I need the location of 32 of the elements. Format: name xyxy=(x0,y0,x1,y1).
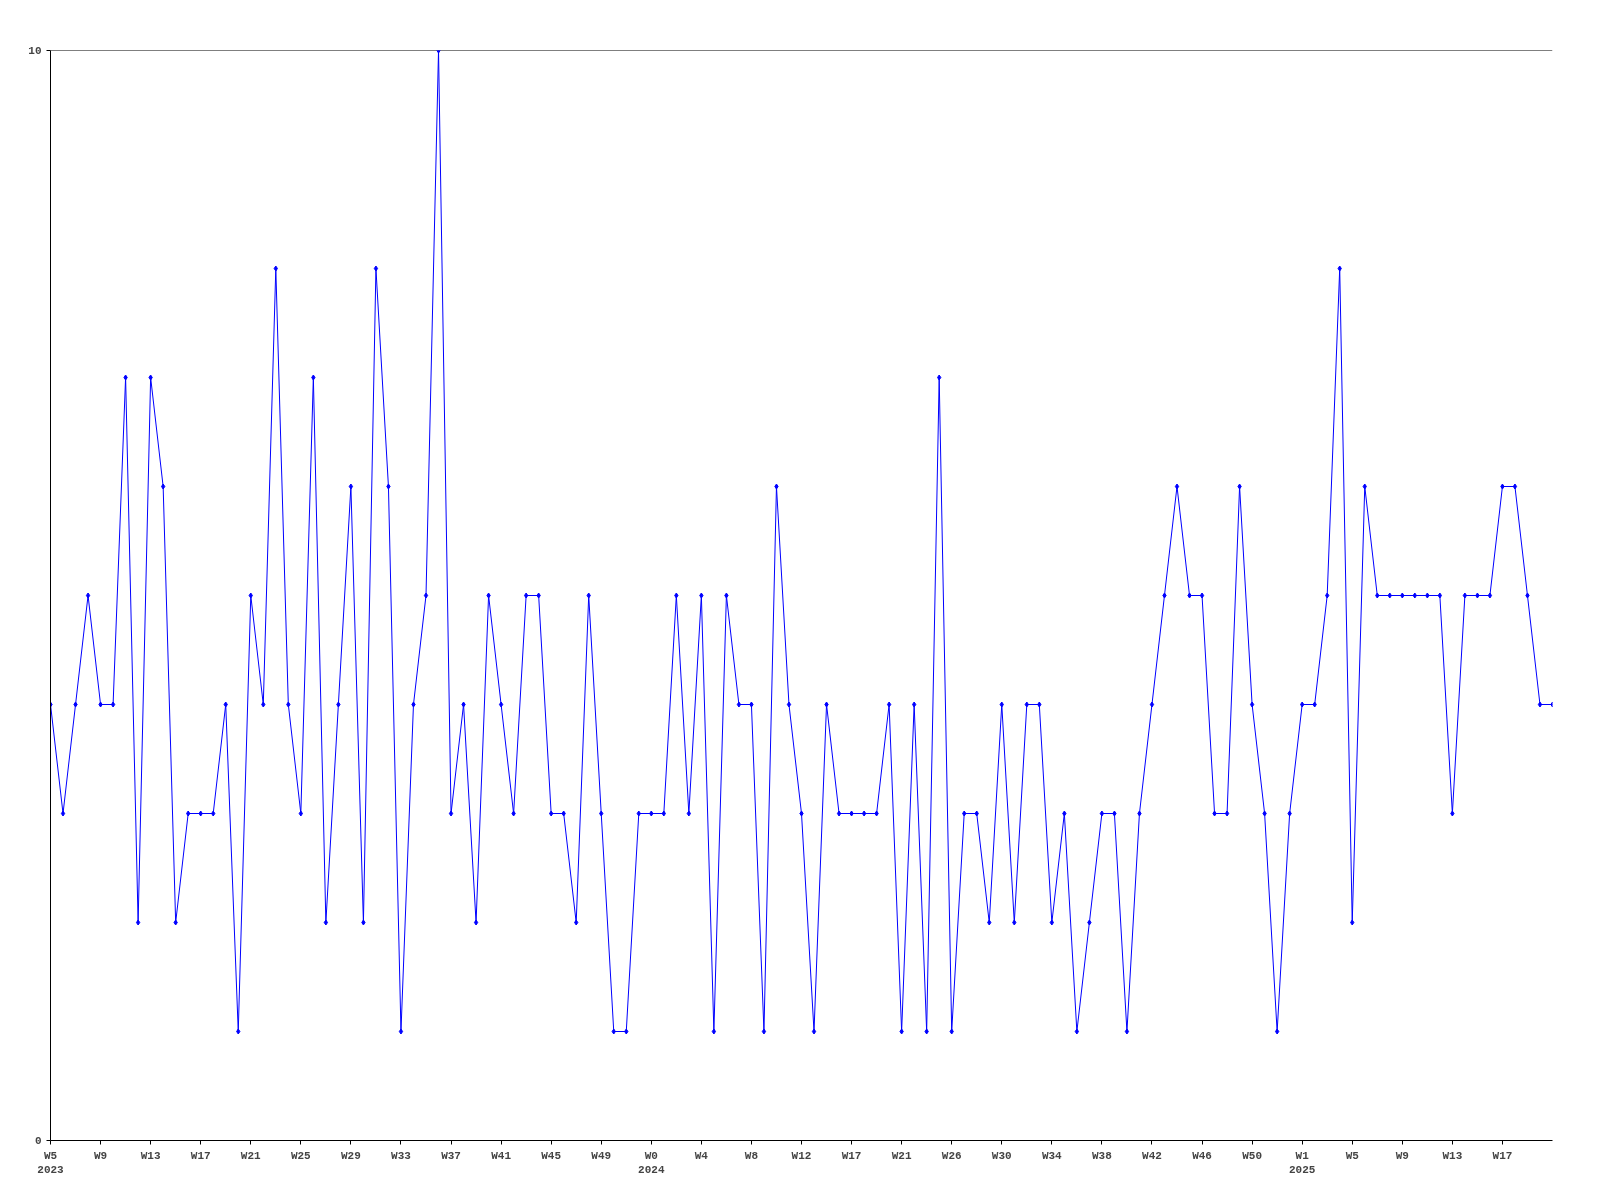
x-tick-label: W1 2025 xyxy=(1288,1149,1316,1176)
x-tick-label: W0 2024 xyxy=(638,1149,665,1176)
x-tick-label: W12 xyxy=(791,1149,812,1162)
x-tick-label: W41 xyxy=(491,1149,512,1162)
x-tick-label: W25 xyxy=(290,1149,312,1162)
x-tick-label: W17 xyxy=(190,1149,211,1162)
x-tick-label: W45 xyxy=(541,1149,562,1162)
x-tick-label: W17 xyxy=(1492,1149,1513,1162)
x-tick-label: W5 2023 xyxy=(37,1149,65,1176)
x-tick-label: W4 xyxy=(694,1149,709,1162)
x-tick-label: W17 xyxy=(841,1149,862,1162)
y-tick-label: 0 xyxy=(34,1135,42,1147)
x-tick-label: W38 xyxy=(1092,1149,1113,1162)
x-tick-label: W26 xyxy=(941,1149,962,1162)
x-tick-label: W21 xyxy=(891,1149,912,1162)
x-tick-label: W37 xyxy=(441,1149,461,1162)
x-tick-label: W34 xyxy=(1041,1149,1063,1162)
x-tick-label: W46 xyxy=(1192,1149,1212,1162)
x-tick-label: W5 xyxy=(1345,1149,1360,1162)
x-tick-label: W33 xyxy=(391,1149,412,1162)
x-tick-label: W49 xyxy=(591,1149,612,1162)
x-tick-label: W21 xyxy=(240,1149,262,1162)
y-tick-label: 10 xyxy=(28,45,42,57)
x-tick-label: W9 xyxy=(93,1149,108,1162)
x-tick-label: W42 xyxy=(1142,1149,1162,1162)
x-tick-label: W13 xyxy=(140,1149,161,1162)
x-tick-label: W50 xyxy=(1242,1149,1263,1162)
x-tick-label: W9 xyxy=(1395,1149,1409,1162)
x-tick-label: W8 xyxy=(744,1149,759,1162)
x-tick-label: W29 xyxy=(341,1149,361,1162)
x-tick-label: W30 xyxy=(991,1149,1012,1162)
x-tick-label: W13 xyxy=(1442,1149,1463,1162)
